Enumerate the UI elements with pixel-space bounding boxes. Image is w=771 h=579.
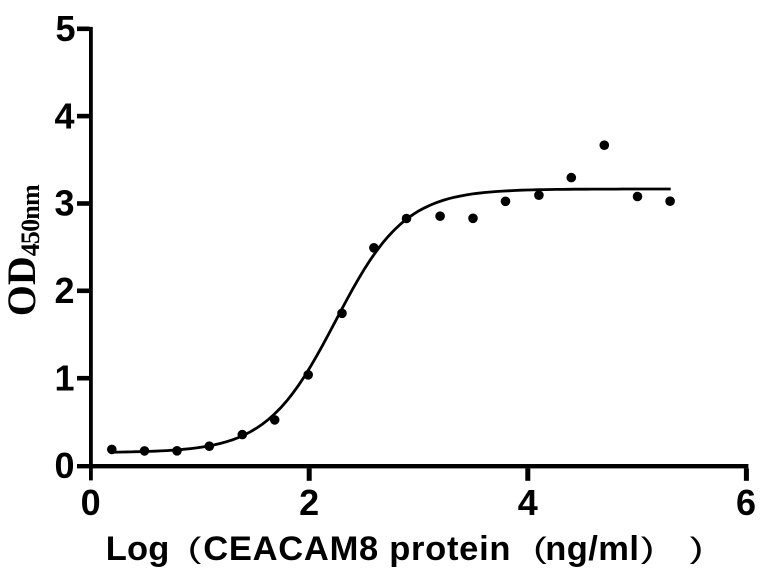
svg-text:6: 6 — [736, 482, 756, 523]
svg-text:CEACAM8 protein: CEACAM8 protein — [203, 530, 511, 568]
svg-text:(: ( — [533, 531, 547, 565]
svg-text:2: 2 — [54, 270, 74, 311]
svg-text:OD450nm: OD450nm — [0, 184, 45, 316]
svg-text:Log: Log — [106, 530, 170, 568]
svg-text:ng/ml: ng/ml — [545, 530, 639, 568]
svg-text:1: 1 — [54, 357, 74, 398]
svg-text:0: 0 — [54, 445, 74, 486]
svg-text:3: 3 — [54, 183, 74, 224]
svg-text:4: 4 — [54, 95, 74, 136]
svg-text:): ) — [690, 531, 703, 565]
svg-text:5: 5 — [55, 8, 75, 49]
svg-text:4: 4 — [518, 482, 538, 523]
svg-text:2: 2 — [299, 482, 319, 523]
svg-text:(: ( — [188, 531, 202, 565]
svg-text:0: 0 — [81, 482, 101, 523]
svg-text:): ) — [641, 531, 654, 565]
